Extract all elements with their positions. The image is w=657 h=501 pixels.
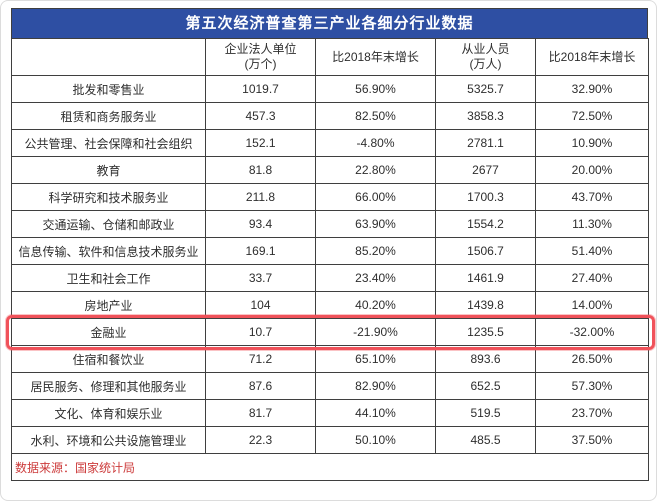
units-growth-cell: 56.90% [315, 75, 436, 103]
census-table-card: 第五次经济普查第三产业各细分行业数据 企业法人单位 (万个) 比2018年末增长… [11, 8, 649, 481]
header-row: 企业法人单位 (万个) 比2018年末增长 从业人员 (万人) 比2018年末增… [11, 38, 649, 76]
employees-cell: 652.5 [435, 372, 536, 400]
industry-name-cell: 房地产业 [11, 291, 206, 319]
units-cell: 152.1 [205, 129, 316, 157]
employees-cell: 519.5 [435, 399, 536, 427]
table-row: 卫生和社会工作 33.7 23.40% 1461.9 27.40% [11, 264, 649, 292]
industry-name-cell: 信息传输、软件和信息技术服务业 [11, 237, 206, 265]
industry-name-cell: 居民服务、修理和其他服务业 [11, 372, 206, 400]
industry-name-cell: 科学研究和技术服务业 [11, 183, 206, 211]
employees-growth-cell: 26.50% [535, 345, 649, 373]
source-row: 数据来源：国家统计局 [11, 453, 649, 481]
table-row: 批发和零售业 1019.7 56.90% 5325.7 32.90% [11, 75, 649, 103]
employees-cell: 2677 [435, 156, 536, 184]
employees-cell: 1235.5 [435, 318, 536, 346]
units-cell: 457.3 [205, 102, 316, 130]
units-cell: 87.6 [205, 372, 316, 400]
units-cell: 71.2 [205, 345, 316, 373]
employees-cell: 1439.8 [435, 291, 536, 319]
units-growth-cell: 23.40% [315, 264, 436, 292]
table-row: 房地产业 104 40.20% 1439.8 14.00% [11, 291, 649, 319]
units-growth-cell: 44.10% [315, 399, 436, 427]
col-header-units-growth: 比2018年末增长 [315, 38, 436, 76]
table-header: 企业法人单位 (万个) 比2018年末增长 从业人员 (万人) 比2018年末增… [11, 38, 649, 76]
units-cell: 169.1 [205, 237, 316, 265]
industry-name-cell: 租赁和商务服务业 [11, 102, 206, 130]
units-cell: 93.4 [205, 210, 316, 238]
employees-growth-cell: 14.00% [535, 291, 649, 319]
col-header-legal-units: 企业法人单位 (万个) [205, 38, 316, 76]
table-row: 租赁和商务服务业 457.3 82.50% 3858.3 72.50% [11, 102, 649, 130]
industry-name-cell: 交通运输、仓储和邮政业 [11, 210, 206, 238]
col-header-industry [11, 38, 206, 76]
units-growth-cell: 66.00% [315, 183, 436, 211]
industry-name-cell: 教育 [11, 156, 206, 184]
table-row: 科学研究和技术服务业 211.8 66.00% 1700.3 43.70% [11, 183, 649, 211]
units-cell: 22.3 [205, 426, 316, 454]
employees-growth-cell: 10.90% [535, 129, 649, 157]
employees-cell: 5325.7 [435, 75, 536, 103]
units-cell: 33.7 [205, 264, 316, 292]
employees-cell: 2781.1 [435, 129, 536, 157]
units-growth-cell: 82.90% [315, 372, 436, 400]
units-growth-cell: -21.90% [315, 318, 436, 346]
table-title: 第五次经济普查第三产业各细分行业数据 [11, 8, 648, 38]
units-cell: 81.7 [205, 399, 316, 427]
industry-name-cell: 金融业 [11, 318, 206, 346]
industry-name-cell: 水利、环境和公共设施管理业 [11, 426, 206, 454]
census-data-table: 企业法人单位 (万个) 比2018年末增长 从业人员 (万人) 比2018年末增… [11, 38, 649, 481]
units-growth-cell: 63.90% [315, 210, 436, 238]
industry-name-cell: 卫生和社会工作 [11, 264, 206, 292]
employees-cell: 3858.3 [435, 102, 536, 130]
table-row: 文化、体育和娱乐业 81.7 44.10% 519.5 23.70% [11, 399, 649, 427]
employees-growth-cell: 37.50% [535, 426, 649, 454]
employees-growth-cell: -32.00% [535, 318, 649, 346]
units-growth-cell: 82.50% [315, 102, 436, 130]
table-row: 住宿和餐饮业 71.2 65.10% 893.6 26.50% [11, 345, 649, 373]
col-header-employees-growth: 比2018年末增长 [535, 38, 649, 76]
employees-cell: 893.6 [435, 345, 536, 373]
units-growth-cell: 85.20% [315, 237, 436, 265]
employees-growth-cell: 32.90% [535, 75, 649, 103]
col-header-employees: 从业人员 (万人) [435, 38, 536, 76]
units-growth-cell: 65.10% [315, 345, 436, 373]
units-cell: 81.8 [205, 156, 316, 184]
table-row: 水利、环境和公共设施管理业 22.3 50.10% 485.5 37.50% [11, 426, 649, 454]
table-row: 信息传输、软件和信息技术服务业 169.1 85.20% 1506.7 51.40% [11, 237, 649, 265]
units-cell: 10.7 [205, 318, 316, 346]
employees-growth-cell: 43.70% [535, 183, 649, 211]
units-growth-cell: 40.20% [315, 291, 436, 319]
employees-cell: 1700.3 [435, 183, 536, 211]
industry-name-cell: 公共管理、社会保障和社会组织 [11, 129, 206, 157]
units-growth-cell: 50.10% [315, 426, 436, 454]
employees-growth-cell: 72.50% [535, 102, 649, 130]
employees-growth-cell: 27.40% [535, 264, 649, 292]
table-row: 交通运输、仓储和邮政业 93.4 63.90% 1554.2 11.30% [11, 210, 649, 238]
table-row: 教育 81.8 22.80% 2677 20.00% [11, 156, 649, 184]
employees-growth-cell: 23.70% [535, 399, 649, 427]
source-note: 数据来源：国家统计局 [11, 453, 649, 481]
units-growth-cell: -4.80% [315, 129, 436, 157]
table-row: 居民服务、修理和其他服务业 87.6 82.90% 652.5 57.30% [11, 372, 649, 400]
units-cell: 211.8 [205, 183, 316, 211]
units-cell: 1019.7 [205, 75, 316, 103]
employees-cell: 485.5 [435, 426, 536, 454]
employees-growth-cell: 20.00% [535, 156, 649, 184]
employees-growth-cell: 51.40% [535, 237, 649, 265]
employees-growth-cell: 11.30% [535, 210, 649, 238]
table-row: 公共管理、社会保障和社会组织 152.1 -4.80% 2781.1 10.90% [11, 129, 649, 157]
employees-cell: 1506.7 [435, 237, 536, 265]
industry-name-cell: 批发和零售业 [11, 75, 206, 103]
table-footer: 数据来源：国家统计局 [11, 453, 649, 481]
units-cell: 104 [205, 291, 316, 319]
table-body: 批发和零售业 1019.7 56.90% 5325.7 32.90% 租赁和商务服务业 45… [11, 75, 649, 454]
units-growth-cell: 22.80% [315, 156, 436, 184]
industry-name-cell: 文化、体育和娱乐业 [11, 399, 206, 427]
employees-cell: 1554.2 [435, 210, 536, 238]
employees-cell: 1461.9 [435, 264, 536, 292]
employees-growth-cell: 57.30% [535, 372, 649, 400]
table-row: 金融业 10.7 -21.90% 1235.5 -32.00% [11, 318, 649, 346]
industry-name-cell: 住宿和餐饮业 [11, 345, 206, 373]
